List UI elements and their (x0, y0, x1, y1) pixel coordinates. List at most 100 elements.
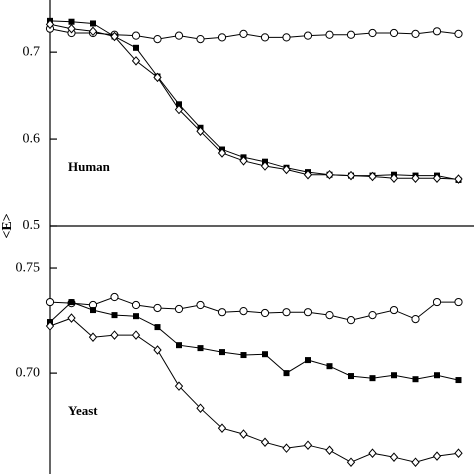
marker (346, 457, 356, 467)
marker (455, 377, 462, 384)
y-axis-label: <E> (0, 213, 15, 238)
y-tick-label: 0.6 (23, 131, 41, 146)
marker (176, 101, 182, 108)
marker (197, 345, 204, 352)
marker (303, 308, 313, 317)
marker (131, 31, 141, 40)
marker (368, 28, 377, 38)
marker (90, 307, 96, 314)
marker (68, 18, 75, 25)
marker (260, 33, 270, 42)
marker (434, 372, 440, 379)
marker (432, 27, 442, 36)
marker (196, 300, 205, 310)
marker (133, 44, 139, 51)
marker (454, 174, 463, 184)
y-tick-label: 0.75 (16, 260, 41, 275)
marker (432, 297, 442, 307)
marker (174, 304, 184, 314)
marker (219, 349, 225, 356)
marker (217, 148, 227, 158)
marker (411, 29, 420, 39)
marker (282, 308, 291, 317)
marker (90, 20, 96, 27)
marker (45, 297, 55, 307)
marker (260, 308, 270, 318)
marker (239, 29, 248, 39)
marker (454, 297, 463, 307)
marker (174, 381, 184, 391)
marker (110, 31, 119, 42)
marker (391, 372, 397, 379)
y-tick-label: 0.70 (16, 365, 41, 380)
marker (174, 104, 184, 115)
marker (325, 169, 334, 180)
y-tick-label: 0.7 (23, 44, 41, 59)
marker (389, 305, 399, 315)
marker (240, 352, 247, 359)
marker (45, 321, 55, 331)
series-line (49, 23, 459, 180)
marker (45, 19, 55, 30)
marker (131, 300, 141, 310)
series-line (49, 20, 459, 181)
marker (260, 161, 270, 171)
marker (326, 363, 333, 370)
marker (154, 324, 161, 331)
marker (110, 330, 119, 340)
marker (454, 29, 463, 39)
marker (88, 332, 98, 342)
marker (153, 72, 162, 83)
marker (412, 376, 419, 383)
marker (153, 35, 162, 44)
marker (282, 164, 291, 175)
marker (432, 173, 442, 183)
marker (368, 171, 377, 182)
marker (111, 312, 118, 319)
panel-label: Yeast (68, 403, 98, 418)
marker (411, 457, 420, 467)
marker (348, 373, 354, 380)
marker (346, 30, 356, 39)
marker (196, 403, 205, 413)
marker (368, 311, 377, 320)
marker (346, 170, 356, 181)
marker (196, 35, 205, 44)
panel-label: Human (68, 159, 111, 174)
series-line (49, 317, 459, 463)
marker (283, 370, 290, 377)
marker (153, 303, 162, 313)
marker (174, 31, 184, 40)
marker (454, 448, 463, 458)
marker (369, 375, 376, 382)
marker (282, 443, 291, 453)
marker (389, 173, 399, 183)
marker (88, 26, 98, 37)
marker (303, 31, 313, 40)
marker (411, 315, 420, 324)
marker (325, 30, 334, 39)
y-tick-label: 0.5 (23, 218, 41, 233)
marker (67, 313, 76, 323)
marker (305, 357, 311, 364)
marker (131, 56, 141, 66)
marker (196, 126, 205, 137)
marker (303, 440, 313, 450)
marker (110, 292, 119, 302)
marker (282, 33, 291, 42)
marker (303, 169, 313, 180)
marker (411, 173, 420, 183)
marker (217, 308, 227, 317)
marker (325, 445, 334, 456)
marker (67, 23, 76, 34)
marker (153, 345, 162, 355)
marker (217, 33, 227, 42)
marker (389, 28, 399, 38)
marker (68, 299, 75, 306)
marker (432, 451, 442, 461)
series-line (49, 301, 459, 381)
marker (239, 307, 248, 316)
marker (325, 311, 334, 320)
marker (217, 423, 227, 433)
